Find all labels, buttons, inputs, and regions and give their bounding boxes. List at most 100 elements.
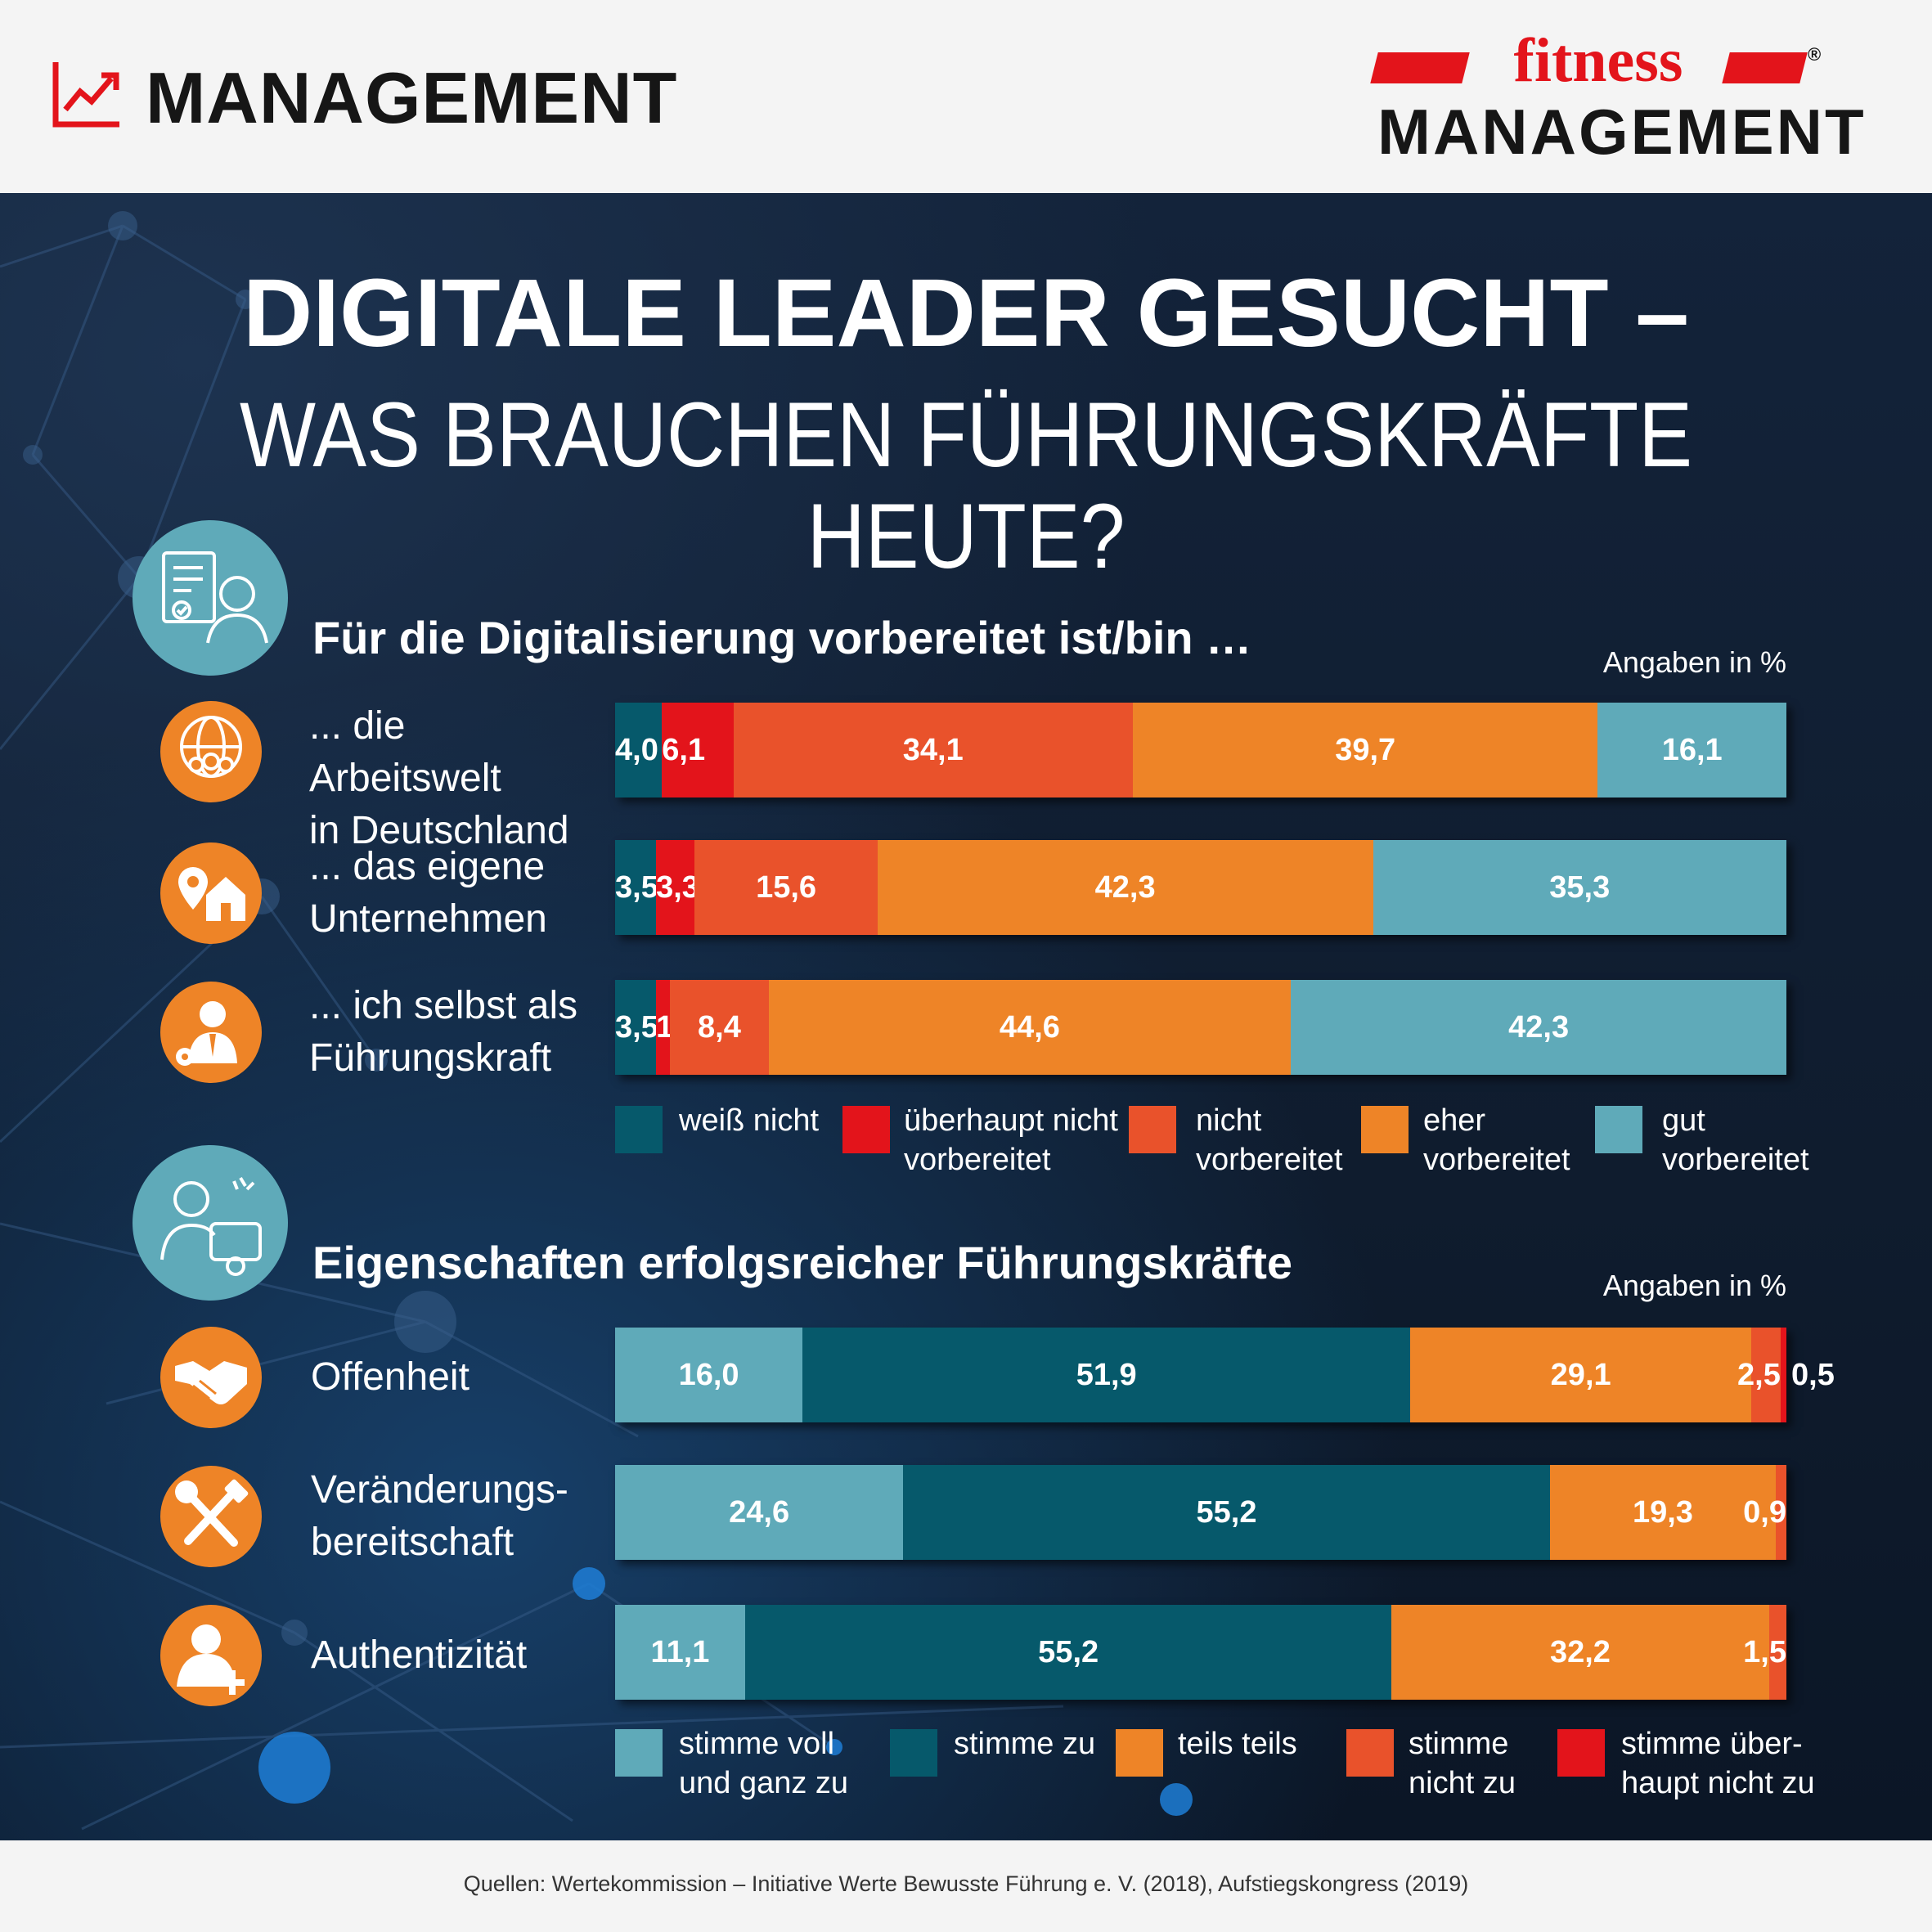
section-2-unit: Angaben in %: [1602, 1269, 1786, 1302]
trend-chart-icon: [52, 62, 119, 128]
chart-2-bar-3: 11,1 55,2 32,2 1,5: [615, 1605, 1786, 1700]
legend-2-swatch-3: [1116, 1729, 1163, 1777]
chart-2-row-1-segment-2: [802, 1328, 1411, 1422]
tools-icon: [160, 1466, 262, 1567]
header-bar: [0, 0, 1932, 193]
row-1-1-label-line-1: ... die Arbeitswelt: [309, 704, 501, 800]
chart-1-row-3-value-4: 44,6: [999, 1010, 1060, 1045]
legend-2-swatch-4: [1346, 1729, 1394, 1777]
legend-1-label-4: eher vorbereitet: [1423, 1103, 1570, 1177]
row-2-3-label: Authentizität: [311, 1633, 528, 1677]
legend-2-label-1: stimme voll und ganz zu: [679, 1727, 849, 1800]
brand-logo[interactable]: fitness ® MANAGEMENT: [1370, 28, 1864, 167]
row-2-2-label: Veränderungs- bereitschaft: [311, 1464, 581, 1569]
chart-2-row-2-value-4: 0,9: [1743, 1495, 1786, 1530]
chart-2-row-2-value-3: 19,3: [1632, 1495, 1693, 1530]
legend-1-label-2: überhaupt nicht vorbereitet: [904, 1103, 1118, 1177]
chart-2-row-1-segment-5: [1780, 1328, 1786, 1422]
chart-1-row-2-value-1: 3,5: [615, 870, 658, 905]
chart-1-row-3-segment-3: [670, 980, 769, 1075]
legend-1-swatch-5: [1595, 1106, 1642, 1153]
legend-1-swatch-4: [1361, 1106, 1409, 1153]
chart-2-row-1-value-2: 51,9: [1076, 1358, 1137, 1392]
chart-2-row-1-value-3: 29,1: [1550, 1358, 1611, 1392]
chart-1-row-1-segment-3: [733, 703, 1133, 798]
legend-2-label-3: teils teils: [1178, 1727, 1297, 1761]
legend-1-label-5: gut vorbereitet: [1662, 1103, 1809, 1177]
chart-1-row-2-value-4: 42,3: [1094, 870, 1156, 905]
chart-1-row-2-segment-1: [615, 840, 657, 935]
row-2-2-label-line-1: Veränderungs-: [311, 1468, 568, 1512]
businessman-gear-icon: [160, 982, 262, 1083]
chart-1-row-1-segment-2: [662, 703, 734, 798]
chart-2-row-1-segment-1: [615, 1328, 803, 1422]
chart-1-row-3-segment-4: [768, 980, 1292, 1075]
legend-2-swatch-5: [1557, 1729, 1605, 1777]
legend-2-label-2: stimme zu: [954, 1727, 1096, 1761]
chart-2-bar-1: 16,0 51,9 29,1 2,5 0,5: [615, 1328, 1835, 1422]
chart-2-row-3-segment-4: [1768, 1605, 1786, 1700]
chart-2-row-3-segment-2: [744, 1605, 1392, 1700]
chart-1-bar-1: 4,0 6,1 34,1 39,7 16,1: [615, 703, 1786, 798]
person-add-icon: [160, 1605, 262, 1706]
chart-2-row-1-value-4: 2,5: [1737, 1358, 1781, 1392]
chart-2-row-3-segment-1: [615, 1605, 745, 1700]
chart-2-row-1-value-1: 16,0: [678, 1358, 739, 1392]
legend-2-swatch-2: [890, 1729, 937, 1777]
section-1-title: Für die Digitalisierung vorbereitet ist/…: [312, 612, 1252, 663]
section-1-unit: Angaben in %: [1602, 645, 1786, 679]
chart-1-row-1-value-1: 4,0: [615, 733, 658, 767]
handshake-icon: [160, 1327, 262, 1428]
row-2-1-label: Offenheit: [311, 1355, 470, 1399]
row-1-1-label-line-2: in Deutschland: [309, 809, 569, 852]
globe-people-icon: [160, 701, 262, 802]
chart-1-row-1-segment-4: [1132, 703, 1598, 798]
brand-script: fitness: [1513, 26, 1683, 95]
chart-1-row-1-segment-5: [1597, 703, 1786, 798]
chart-1-row-3-segment-1: [615, 980, 657, 1075]
page-title: DIGITALE LEADER GESUCHT –: [243, 259, 1689, 367]
brand-bar-left: [1370, 52, 1470, 83]
row-1-3-label: ... ich selbst als Führungskraft: [309, 980, 579, 1085]
source-note: Quellen: Wertekommission – Initiative We…: [463, 1871, 1469, 1896]
chart-1-row-2-segment-4: [877, 840, 1373, 935]
chart-1-row-1-value-3: 34,1: [902, 733, 964, 767]
footer-bar: [0, 1840, 1932, 1932]
chart-1-row-3-value-3: 8,4: [698, 1010, 741, 1045]
chart-2-row-1-segment-4: [1751, 1328, 1781, 1422]
chart-2-row-1-segment-3: [1410, 1328, 1752, 1422]
chart-1-bar-3: 3,51,28,444,642,3: [615, 980, 1786, 1075]
row-1-2-label-line-2: Unternehmen: [309, 897, 547, 941]
chart-2-row-3-value-2: 55,2: [1038, 1635, 1099, 1669]
legend-1-label-3: nicht vorbereitet: [1196, 1103, 1343, 1177]
legend-1-swatch-2: [842, 1106, 890, 1153]
chart-1-row-3-value-1: 3,5: [615, 1010, 658, 1045]
row-1-2-label-line-1: ... das eigene: [309, 845, 546, 888]
legend-2-swatch-1: [615, 1729, 663, 1777]
chart-1-row-1-value-5: 16,1: [1661, 733, 1723, 767]
chart-1-row-1-value-2: 6,1: [662, 733, 706, 767]
chart-2-bar-2: 24,6 55,2 19,3 0,9: [615, 1465, 1786, 1560]
chart-2-row-1-value-5: 0,5: [1791, 1358, 1835, 1392]
chart-1-row-3-segment-5: [1291, 980, 1786, 1075]
network-decoration: [0, 211, 1193, 1831]
page-subtitle: WAS BRAUCHEN FÜHRUNGSKRÄFTE HEUTE?: [239, 384, 1693, 587]
chart-2-row-2-segment-3: [1549, 1465, 1777, 1560]
brand-name: MANAGEMENT: [1377, 96, 1867, 168]
section-label: MANAGEMENT: [146, 57, 678, 138]
chart-1-row-2-value-3: 15,6: [756, 870, 817, 905]
chart-2-row-2-value-2: 55,2: [1196, 1495, 1257, 1530]
chart-2-row-2-segment-4: [1776, 1465, 1786, 1560]
chart-1-row-2-value-2: 3,3: [656, 870, 699, 905]
brand-bar-right: [1722, 52, 1808, 83]
chart-2-row-3-segment-3: [1391, 1605, 1769, 1700]
row-1-1-label: ... die Arbeitswelt in Deutschland: [309, 700, 579, 857]
chart-2-row-2-segment-1: [615, 1465, 904, 1560]
chart-2-row-3-value-4: 1,5: [1743, 1635, 1786, 1669]
legend-2-label-5: stimme über- haupt nicht zu: [1621, 1727, 1815, 1800]
row-1-3-label-line-2: Führungskraft: [309, 1036, 552, 1080]
section-2-title: Eigenschaften erfolgsreicher Führungskrä…: [312, 1237, 1293, 1288]
registered-mark: ®: [1808, 44, 1822, 65]
chart-1-row-2-segment-5: [1373, 840, 1786, 935]
chart-1-row-1-value-4: 39,7: [1335, 733, 1396, 767]
